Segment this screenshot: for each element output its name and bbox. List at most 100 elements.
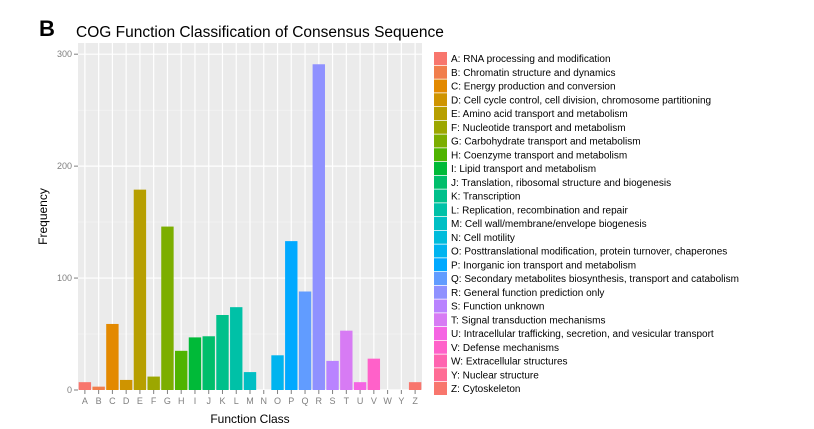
legend-key — [434, 285, 447, 299]
legend-label: Y: Nuclear structure — [451, 370, 539, 381]
legend-label: H: Coenzyme transport and metabolism — [451, 150, 627, 161]
x-tick-label: V — [371, 396, 377, 406]
legend: A: RNA processing and modification B: Chr… — [434, 52, 739, 395]
legend-key — [434, 120, 447, 134]
legend-label: O: Posttranslational modification, prote… — [451, 247, 727, 258]
x-tick-label: L — [234, 396, 239, 406]
bar-I — [188, 337, 202, 390]
legend-label: A: RNA processing and modification — [451, 54, 611, 65]
bar-R — [312, 64, 325, 391]
bar-H — [175, 350, 188, 390]
x-tick-label: H — [178, 396, 185, 406]
legend-label: Z: Cytoskeleton — [451, 384, 520, 395]
legend-key — [434, 299, 447, 313]
legend-label: U: Intracellular trafficking, secretion,… — [451, 329, 714, 340]
legend-key — [434, 217, 447, 230]
bar-Q — [298, 291, 312, 390]
legend-key — [434, 244, 447, 258]
bar-Z — [408, 382, 422, 390]
bar-S — [326, 360, 339, 390]
x-tick-label: W — [383, 396, 392, 406]
legend-key — [434, 189, 447, 203]
legend-key — [434, 340, 447, 354]
legend-label: F: Nucleotide transport and metabolism — [451, 123, 626, 134]
legend-key — [434, 79, 447, 93]
x-tick-label: I — [194, 396, 197, 406]
bar-V — [367, 358, 381, 390]
legend-label: E: Amino acid transport and metabolism — [451, 109, 628, 120]
legend-key — [434, 368, 447, 382]
chart-title: COG Function Classification of Consensus… — [76, 24, 444, 41]
bars — [78, 64, 422, 391]
panel-label: B — [39, 16, 55, 41]
x-tick-label: J — [206, 396, 211, 406]
legend-key — [434, 272, 447, 285]
x-tick-label: Q — [302, 396, 309, 406]
grid-major — [78, 43, 422, 391]
legend-label: C: Energy production and conversion — [451, 82, 616, 93]
x-tick-label: C — [109, 396, 116, 406]
legend-label: R: General function prediction only — [451, 288, 604, 299]
legend-key — [434, 175, 447, 189]
legend-key — [434, 52, 447, 65]
legend-label: S: Function unknown — [451, 302, 544, 313]
y-axis-title: Frequency — [36, 188, 50, 245]
y-axis-ticks: 0 100 200 300 — [57, 49, 78, 395]
legend-key — [434, 107, 447, 120]
legend-key — [434, 327, 447, 340]
x-tick-label: T — [344, 396, 350, 406]
legend-key — [434, 354, 447, 368]
y-tick-label: 100 — [57, 273, 72, 283]
legend-key — [434, 65, 447, 79]
legend-label: M: Cell wall/membrane/envelope biogenesi… — [451, 219, 647, 230]
x-tick-label: E — [137, 396, 143, 406]
legend-label: G: Carbohydrate transport and metabolism — [451, 137, 641, 148]
x-tick-label: A — [82, 396, 88, 406]
x-tick-label: U — [357, 396, 364, 406]
y-tick-label: 0 — [67, 385, 72, 395]
bar-B — [92, 386, 105, 390]
x-tick-label: K — [219, 396, 225, 406]
legend-key — [434, 258, 447, 272]
bar-M — [243, 372, 257, 390]
bar-O — [271, 355, 284, 390]
legend-label: I: Lipid transport and metabolism — [451, 164, 596, 175]
bar-C — [106, 323, 119, 390]
bar-F — [147, 376, 160, 390]
x-tick-label: D — [123, 396, 130, 406]
legend-key — [434, 203, 447, 217]
x-tick-label: Y — [398, 396, 404, 406]
y-tick-label: 200 — [57, 161, 72, 171]
legend-key — [434, 382, 447, 395]
legend-key — [434, 148, 447, 162]
legend-label: W: Extracellular structures — [451, 357, 568, 368]
y-tick-label: 300 — [57, 49, 72, 59]
bar-J — [202, 336, 215, 390]
x-tick-label: G — [164, 396, 171, 406]
legend-label: D: Cell cycle control, cell division, ch… — [451, 95, 711, 106]
x-tick-label: R — [316, 396, 323, 406]
legend-key — [434, 134, 447, 148]
legend-label: J: Translation, ribosomal structure and … — [451, 178, 671, 189]
legend-label: Q: Secondary metabolites biosynthesis, t… — [451, 274, 739, 285]
x-tick-label: B — [96, 396, 102, 406]
x-tick-label: N — [261, 396, 268, 406]
bar-U — [353, 382, 367, 390]
x-axis-title: Function Class — [210, 412, 289, 426]
bar-P — [285, 241, 298, 390]
x-tick-label: P — [288, 396, 294, 406]
bar-E — [133, 189, 147, 390]
legend-label: N: Cell motility — [451, 233, 515, 244]
legend-label: T: Signal transduction mechanisms — [451, 315, 606, 326]
x-tick-label: O — [274, 396, 281, 406]
legend-key — [434, 230, 447, 244]
legend-key — [434, 313, 447, 327]
bar-K — [216, 315, 229, 390]
legend-label: V: Defense mechanisms — [451, 343, 559, 354]
legend-label: K: Transcription — [451, 192, 520, 203]
bar-T — [340, 330, 353, 390]
legend-label: L: Replication, recombination and repair — [451, 205, 628, 216]
legend-label: B: Chromatin structure and dynamics — [451, 68, 616, 79]
